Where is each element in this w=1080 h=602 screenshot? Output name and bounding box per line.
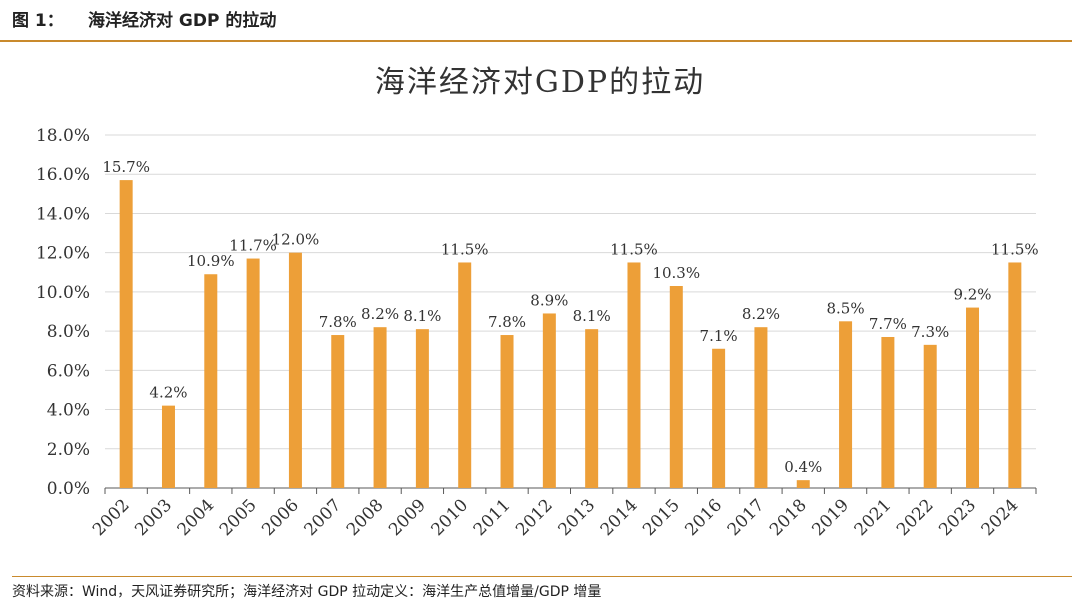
x-tick-label-2006: 2006 [258, 495, 303, 540]
source-note: 资料来源：Wind，天风证券研究所；海洋经济对 GDP 拉动定义：海洋生产总值增… [12, 576, 1072, 601]
y-tick-label: 18.0% [36, 126, 90, 146]
bar-2012 [542, 313, 556, 488]
x-tick-label-2024: 2024 [978, 495, 1023, 540]
data-label-2013: 8.1% [573, 307, 611, 325]
data-label-2019: 8.5% [827, 299, 865, 317]
data-label-2017: 8.2% [742, 305, 780, 323]
bar-2006 [288, 252, 302, 488]
y-tick-label: 14.0% [36, 204, 90, 224]
data-label-2003: 4.2% [149, 384, 187, 402]
bar-2003 [161, 405, 175, 488]
data-label-2002: 15.7% [102, 158, 150, 176]
x-tick-label-2016: 2016 [681, 495, 726, 540]
data-label-2022: 7.3% [911, 323, 949, 341]
figure-title: 海洋经济对 GDP 的拉动 [88, 11, 277, 31]
bar-2015 [669, 286, 683, 488]
x-tick-label-2007: 2007 [301, 495, 346, 540]
data-label-2015: 10.3% [652, 264, 700, 282]
chart-area: 海洋经济对GDP的拉动 0.0% 2.0% 4.0% 6.0% 8.0% 10.0% 12.… [0, 44, 1080, 570]
x-tick-label-2022: 2022 [893, 495, 938, 540]
data-label-2006: 12.0% [272, 231, 320, 249]
x-tick-label-2018: 2018 [766, 495, 811, 540]
x-tick-label-2003: 2003 [131, 495, 176, 540]
data-label-2021: 7.7% [869, 315, 907, 333]
data-label-2016: 7.1% [700, 327, 738, 345]
bar-2002 [119, 180, 133, 488]
bar-2023 [966, 307, 980, 488]
bar-2013 [585, 329, 599, 488]
y-tick-label: 12.0% [36, 244, 90, 264]
x-tick-label-2011: 2011 [470, 495, 515, 540]
x-tick-label-2004: 2004 [174, 495, 219, 540]
data-label-2005: 11.7% [229, 237, 277, 255]
data-label-2024: 11.5% [991, 240, 1039, 258]
x-tick-label-2009: 2009 [385, 495, 430, 540]
data-label-2011: 7.8% [488, 313, 526, 331]
y-tick-label: 8.0% [47, 322, 90, 342]
bar-2014 [627, 262, 641, 488]
y-tick-label: 0.0% [47, 479, 90, 499]
y-tick-label: 4.0% [47, 401, 90, 421]
figure-number: 图 1： [12, 11, 64, 31]
figure-header: 图 1： 海洋经济对 GDP 的拉动 [0, 0, 1072, 42]
y-tick-label: 10.0% [36, 283, 90, 303]
data-label-2009: 8.1% [403, 307, 441, 325]
data-label-2023: 9.2% [953, 286, 991, 304]
chart-title: 海洋经济对GDP的拉动 [375, 65, 705, 100]
data-label-2010: 11.5% [441, 240, 489, 258]
x-tick-label-2017: 2017 [724, 495, 769, 540]
data-label-2008: 8.2% [361, 305, 399, 323]
y-tick-label: 2.0% [47, 440, 90, 460]
bar-2017 [754, 327, 768, 488]
bar-2005 [246, 258, 260, 488]
data-label-2007: 7.8% [319, 313, 357, 331]
x-tick-label-2023: 2023 [935, 495, 980, 540]
x-tick-label-2012: 2012 [512, 495, 557, 540]
bar-2004 [204, 274, 218, 488]
data-label-2014: 11.5% [610, 240, 658, 258]
x-tick-label-2015: 2015 [639, 495, 684, 540]
x-tick-label-2002: 2002 [89, 495, 134, 540]
x-tick-label-2005: 2005 [216, 495, 261, 540]
data-label-2018: 0.4% [784, 458, 822, 476]
bar-2021 [881, 336, 895, 488]
bar-2007 [331, 335, 345, 488]
data-label-2004: 10.9% [187, 252, 235, 270]
x-tick-label-2014: 2014 [597, 495, 642, 540]
x-tick-label-2008: 2008 [343, 495, 388, 540]
y-tick-label: 6.0% [47, 361, 90, 381]
bar-2016 [712, 348, 726, 488]
bar-2009 [415, 329, 429, 488]
x-tick-label-2019: 2019 [808, 495, 853, 540]
x-tick-label-2010: 2010 [428, 495, 473, 540]
data-label-2012: 8.9% [530, 291, 568, 309]
bar-2018 [796, 480, 810, 488]
bar-2019 [839, 321, 853, 488]
bar-2008 [373, 327, 387, 488]
bar-2010 [458, 262, 472, 488]
bar-2011 [500, 335, 514, 488]
x-tick-label-2021: 2021 [851, 495, 896, 540]
bar-2024 [1008, 262, 1022, 488]
bar-2022 [923, 344, 937, 488]
y-tick-label: 16.0% [36, 165, 90, 185]
bar-chart: 海洋经济对GDP的拉动 0.0% 2.0% 4.0% 6.0% 8.0% 10.0% 12.… [36, 65, 1039, 540]
x-tick-label-2013: 2013 [554, 495, 599, 540]
